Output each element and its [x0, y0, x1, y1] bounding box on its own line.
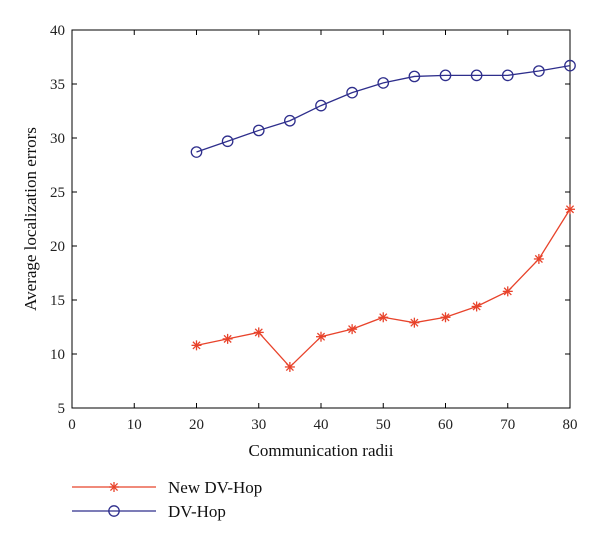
dv-hop-point — [533, 65, 545, 77]
dv-hop-point — [346, 86, 358, 99]
legend-marker-new-dv-hop — [109, 482, 119, 492]
new-dv-hop-point — [347, 324, 358, 335]
new-dv-hop-point — [471, 301, 482, 312]
dv-hop-point — [377, 77, 390, 89]
new-dv-hop-point — [222, 333, 233, 344]
x-axis: 0 10 20 30 40 50 60 70 80 — [68, 30, 578, 433]
dv-hop-point — [470, 69, 483, 82]
new-dv-hop-point — [565, 204, 575, 215]
new-dv-hop-point — [409, 317, 420, 328]
dv-hop-point — [439, 69, 452, 82]
y-tick-label: 40 — [50, 23, 65, 39]
y-tick-label: 5 — [58, 401, 66, 417]
plot-area — [71, 29, 571, 409]
y-tick-label: 20 — [50, 239, 65, 255]
new-dv-hop-point — [191, 340, 202, 351]
new-dv-hop-point — [502, 286, 513, 297]
x-tick-label: 70 — [500, 417, 515, 433]
x-tick-label: 60 — [438, 417, 453, 433]
new-dv-hop-point — [316, 331, 326, 342]
legend-label-dv-hop: DV-Hop — [168, 502, 226, 521]
dv-hop-point — [284, 114, 296, 127]
new-dv-hop-point — [440, 312, 451, 323]
y-tick-label: 10 — [50, 347, 65, 363]
x-tick-label: 30 — [251, 417, 266, 433]
legend: New DV-Hop DV-Hop — [72, 478, 262, 521]
dv-hop-point — [190, 146, 203, 158]
new-dv-hop-point — [284, 361, 295, 372]
y-tick-label: 30 — [50, 131, 65, 147]
dv-hop-point — [315, 99, 327, 112]
series-layer — [190, 59, 576, 372]
dv-hop-point — [252, 124, 265, 137]
new-dv-hop-point — [253, 327, 264, 338]
y-tick-label: 15 — [50, 293, 65, 309]
x-tick-label: 20 — [189, 417, 204, 433]
x-axis-title: Communication radii — [249, 441, 394, 460]
dv-hop-point — [564, 59, 576, 72]
legend-label-new-dv-hop: New DV-Hop — [168, 478, 262, 497]
dv-hop-point — [221, 135, 234, 148]
dv-hop-point — [408, 70, 421, 83]
new-dv-hop-point — [533, 253, 544, 264]
y-axis: 5 10 15 20 25 30 35 40 — [50, 23, 570, 417]
legend-marker-dv-hop — [108, 505, 120, 517]
dv-hop-point — [501, 69, 514, 82]
y-axis-title: Average localization errors — [21, 127, 40, 311]
x-tick-label: 0 — [68, 417, 76, 433]
x-tick-label: 50 — [376, 417, 391, 433]
y-tick-label: 25 — [50, 185, 65, 201]
new-dv-hop-point — [378, 312, 389, 323]
dv-hop-line — [196, 64, 571, 153]
x-tick-label: 40 — [314, 417, 329, 433]
y-tick-label: 35 — [50, 77, 65, 93]
x-tick-label: 10 — [127, 417, 142, 433]
x-tick-label: 80 — [563, 417, 578, 433]
